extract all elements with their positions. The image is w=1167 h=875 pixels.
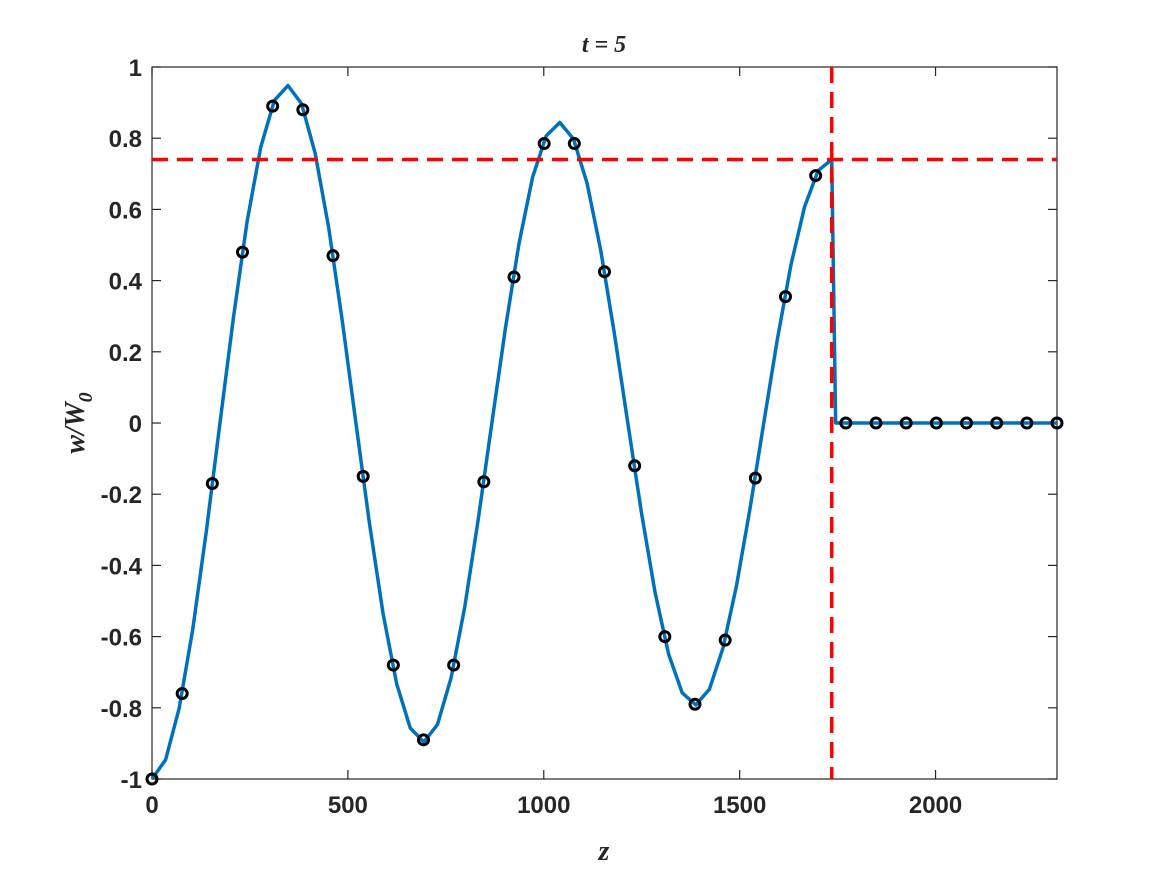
y-tick-label: 0.2 <box>109 340 142 367</box>
y-tick-label: -0.6 <box>101 625 142 652</box>
data-point <box>266 99 280 113</box>
data-point <box>417 733 430 747</box>
x-tick-label: 2000 <box>909 792 962 819</box>
x-tick-label: 0 <box>145 792 158 819</box>
data-point <box>567 137 581 151</box>
data-point <box>477 475 491 489</box>
y-label-sub: 0 <box>75 392 97 402</box>
y-tick-label: 0.4 <box>109 269 143 296</box>
x-tick-label: 500 <box>328 792 368 819</box>
data-point <box>447 658 461 672</box>
data-point <box>537 137 551 151</box>
data-point <box>779 290 792 304</box>
data-point <box>960 416 973 430</box>
data-point <box>145 772 159 786</box>
data-point <box>718 633 732 647</box>
data-point <box>688 697 702 711</box>
y-tick-label: 1 <box>129 55 142 82</box>
y-tick-label: -0.2 <box>101 482 142 509</box>
y-tick-label: 0.8 <box>109 126 142 153</box>
data-point <box>386 658 400 672</box>
chart-title: t = 5 <box>582 32 626 58</box>
data-point <box>205 477 219 491</box>
data-point <box>869 416 883 430</box>
x-axis-label: z <box>598 836 610 867</box>
data-point <box>296 103 310 117</box>
data-point <box>1020 416 1034 430</box>
x-tick-label: 1500 <box>713 792 766 819</box>
data-point <box>628 459 642 473</box>
data-point <box>748 471 762 485</box>
data-point <box>598 265 611 279</box>
y-tick-label: 0 <box>129 411 142 438</box>
data-line <box>150 83 1057 781</box>
y-tick-label: -0.4 <box>101 553 143 580</box>
y-label-main: w/W <box>60 400 91 453</box>
data-point <box>175 687 189 701</box>
data-point <box>929 416 943 430</box>
data-point <box>356 469 370 483</box>
data-point <box>899 416 913 430</box>
data-point <box>236 245 249 259</box>
y-axis-label: w/W0 <box>60 392 97 453</box>
y-tick-label: 0.6 <box>109 197 142 224</box>
data-point <box>658 630 672 644</box>
y-tick-label: -0.8 <box>101 696 142 723</box>
y-tick-label: -1 <box>121 767 142 794</box>
x-tick-label: 1000 <box>517 792 570 819</box>
data-point <box>839 416 853 430</box>
data-point <box>809 169 823 183</box>
data-point <box>1050 416 1064 430</box>
data-point <box>507 270 521 284</box>
data-point <box>326 249 340 263</box>
data-point <box>990 416 1004 430</box>
